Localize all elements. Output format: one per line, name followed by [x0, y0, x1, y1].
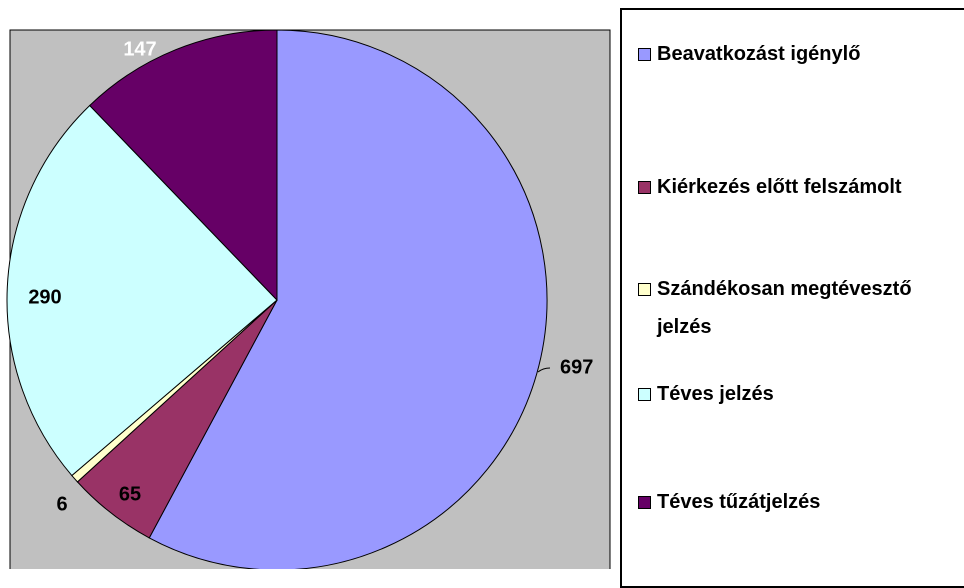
legend-label: Szándékosan megtévesztő jelzés: [657, 278, 912, 338]
legend-item: Téves jelzés: [638, 375, 938, 413]
data-label: 147: [123, 38, 156, 60]
legend-label: Téves jelzés: [657, 383, 774, 405]
page: 697 65 6 290 147 Beavatkozást igénylő Kiérkez…: [6, 8, 964, 588]
legend-label: Téves tűzátjelzés: [657, 491, 821, 513]
legend-item: Kiérkezés előtt felszámolt: [638, 168, 938, 206]
leader-line: [537, 367, 551, 373]
legend-swatch: [638, 388, 651, 401]
legend-item: Téves tűzátjelzés: [638, 483, 938, 521]
pie-slice: [148, 29, 548, 569]
data-label: 65: [119, 483, 141, 505]
legend-label: Beavatkozást igénylő: [657, 43, 861, 65]
legend-item: Szándékosan megtévesztő jelzés: [638, 270, 938, 346]
legend-swatch: [638, 181, 651, 194]
legend-item: Beavatkozást igénylő: [638, 35, 938, 73]
pie-slice: [89, 29, 278, 302]
legend-swatch: [638, 496, 651, 509]
data-label: 697: [560, 356, 593, 378]
legend: Beavatkozást igénylő Kiérkezés előtt fels…: [620, 8, 964, 588]
legend-swatch: [638, 48, 651, 61]
pie-slice: [6, 104, 278, 477]
data-label: 6: [56, 493, 67, 515]
data-label: 290: [28, 286, 61, 308]
chart: 697 65 6 290 147: [6, 29, 611, 569]
legend-label: Kiérkezés előtt felszámolt: [657, 176, 902, 198]
legend-swatch: [638, 283, 651, 296]
